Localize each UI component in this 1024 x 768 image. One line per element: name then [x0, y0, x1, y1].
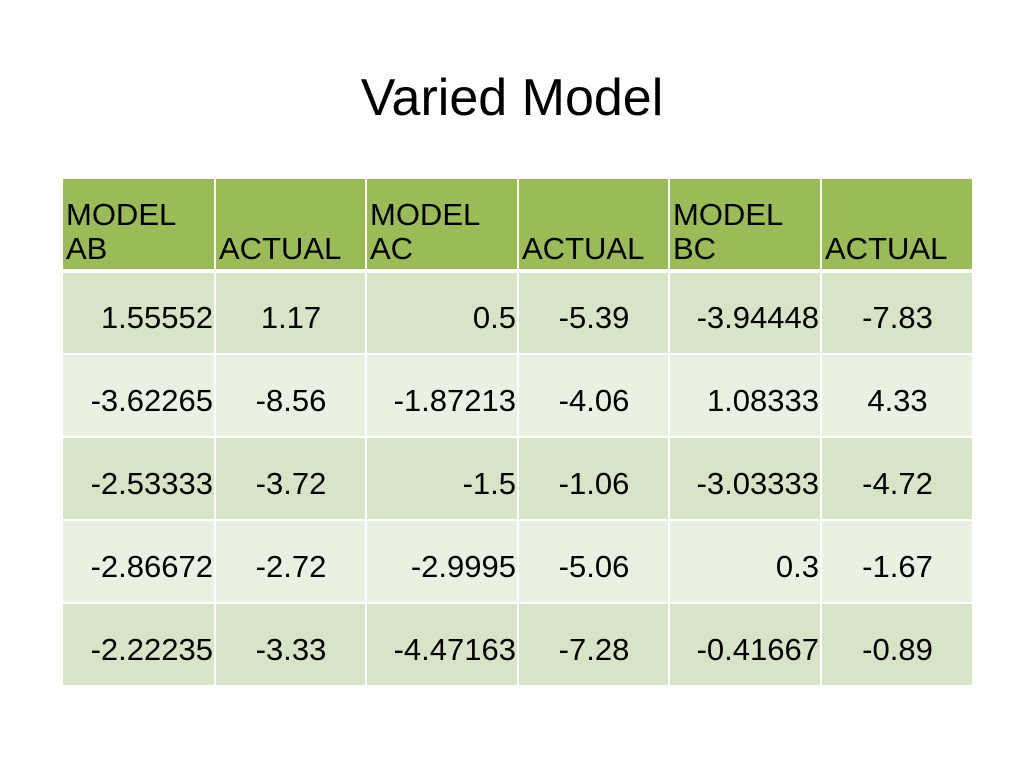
- cell-model-ac: -1.5: [366, 437, 519, 521]
- header-model-bc: MODEL BC: [669, 179, 822, 273]
- cell-actual-bc: -1.67: [821, 520, 974, 604]
- header-row: MODEL AB ACTUAL MODEL AC ACTUAL MODEL BC…: [63, 179, 974, 273]
- cell-model-ab: 1.55552: [63, 271, 216, 355]
- cell-actual-ac: -7.28: [518, 603, 670, 687]
- header-model-ab: MODEL AB: [63, 179, 216, 273]
- cell-model-bc: -3.94448: [669, 271, 822, 355]
- slide-title: Varied Model: [360, 69, 664, 127]
- cell-actual-ab: 1.17: [215, 271, 367, 355]
- cell-actual-bc: -7.83: [821, 271, 974, 355]
- cell-model-bc: 1.08333: [669, 354, 822, 438]
- table-row: -2.22235 -3.33 -4.47163 -7.28 -0.41667 -…: [63, 603, 974, 687]
- data-table: MODEL AB ACTUAL MODEL AC ACTUAL MODEL BC…: [63, 179, 974, 687]
- cell-model-ab: -2.53333: [63, 437, 216, 521]
- cell-model-ac: -4.47163: [366, 603, 519, 687]
- cell-model-bc: -3.03333: [669, 437, 822, 521]
- header-actual-ab: ACTUAL: [215, 179, 367, 273]
- table-row: -2.86672 -2.72 -2.9995 -5.06 0.3 -1.67: [63, 520, 974, 604]
- cell-model-ac: -1.87213: [366, 354, 519, 438]
- cell-model-ac: 0.5: [366, 271, 519, 355]
- header-actual-ac: ACTUAL: [518, 179, 670, 273]
- table-row: -3.62265 -8.56 -1.87213 -4.06 1.08333 4.…: [63, 354, 974, 438]
- cell-actual-bc: -0.89: [821, 603, 974, 687]
- cell-actual-ac: -5.06: [518, 520, 670, 604]
- header-actual-bc: ACTUAL: [821, 179, 974, 273]
- cell-model-ab: -3.62265: [63, 354, 216, 438]
- table-row: 1.55552 1.17 0.5 -5.39 -3.94448 -7.83: [63, 271, 974, 355]
- cell-actual-ab: -3.72: [215, 437, 367, 521]
- cell-actual-bc: -4.72: [821, 437, 974, 521]
- cell-actual-ac: -5.39: [518, 271, 670, 355]
- header-model-ac: MODEL AC: [366, 179, 519, 273]
- cell-actual-ac: -1.06: [518, 437, 670, 521]
- cell-model-ab: -2.86672: [63, 520, 216, 604]
- cell-model-ab: -2.22235: [63, 603, 216, 687]
- cell-actual-ab: -8.56: [215, 354, 367, 438]
- cell-model-bc: -0.41667: [669, 603, 822, 687]
- cell-actual-bc: 4.33: [821, 354, 974, 438]
- cell-actual-ac: -4.06: [518, 354, 670, 438]
- cell-actual-ab: -2.72: [215, 520, 367, 604]
- table-row: -2.53333 -3.72 -1.5 -1.06 -3.03333 -4.72: [63, 437, 974, 521]
- cell-model-bc: 0.3: [669, 520, 822, 604]
- cell-model-ac: -2.9995: [366, 520, 519, 604]
- cell-actual-ab: -3.33: [215, 603, 367, 687]
